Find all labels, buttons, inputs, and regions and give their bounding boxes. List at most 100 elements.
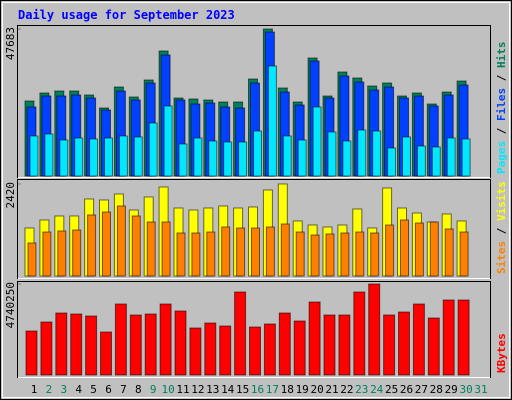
bar <box>282 135 292 177</box>
bar <box>325 233 335 277</box>
bar <box>249 326 261 376</box>
bar <box>412 303 425 376</box>
x-tick-label: 1 <box>31 383 38 396</box>
bar <box>25 330 38 376</box>
bar <box>370 232 380 277</box>
bar <box>402 136 411 177</box>
bar <box>27 242 37 277</box>
x-tick-label: 22 <box>340 383 353 396</box>
x-tick-label: 2 <box>46 383 53 396</box>
bar <box>42 231 52 277</box>
bar <box>221 226 231 277</box>
bar <box>338 314 351 376</box>
bar <box>310 234 320 277</box>
x-tick-label: 27 <box>415 383 428 396</box>
bar <box>223 141 233 177</box>
x-tick-label: 17 <box>266 383 279 396</box>
bar <box>431 146 441 177</box>
x-tick-label: 16 <box>251 383 264 396</box>
bar <box>59 139 69 177</box>
bar <box>178 143 188 177</box>
legend-entry: Hits <box>495 42 508 69</box>
bar <box>353 291 366 376</box>
bar <box>70 313 83 376</box>
x-tick-label: 7 <box>120 383 127 396</box>
legend-entry: Files <box>495 88 508 121</box>
bar <box>414 222 424 277</box>
bar <box>114 303 127 376</box>
x-tick-label: 12 <box>191 383 204 396</box>
bar <box>387 147 397 177</box>
bar <box>219 325 232 376</box>
bar <box>459 231 469 277</box>
bar <box>253 130 262 177</box>
bar <box>461 138 471 177</box>
bar <box>131 215 141 277</box>
x-tick-label: 3 <box>60 383 67 396</box>
bar <box>146 221 156 277</box>
bar <box>40 321 53 376</box>
x-tick-label: 26 <box>400 383 413 396</box>
bar <box>429 221 439 277</box>
x-tick-label: 31 <box>474 383 487 396</box>
bar <box>295 231 305 277</box>
bar <box>293 320 306 376</box>
bar <box>355 231 365 277</box>
bar <box>368 283 381 376</box>
bar <box>312 106 322 177</box>
bar <box>400 219 409 277</box>
x-tick-label: 20 <box>310 383 323 396</box>
x-tick-label: 30 <box>459 383 472 396</box>
legend-entry: Sites <box>495 241 508 274</box>
x-tick-label: 28 <box>430 383 443 396</box>
y-tick-label: 4740250 <box>4 282 17 328</box>
legend-entry: KBytes <box>495 333 508 373</box>
legend-entry: Pages <box>495 141 508 174</box>
legend-separator: / <box>495 68 508 88</box>
bar <box>72 229 82 277</box>
x-tick-label: 24 <box>370 383 384 396</box>
x-tick-label: 25 <box>385 383 398 396</box>
bar <box>416 145 426 177</box>
bar <box>251 227 260 277</box>
x-tick-label: 29 <box>445 383 458 396</box>
bar <box>163 105 173 177</box>
bar <box>204 322 217 376</box>
bar <box>442 299 455 376</box>
bar <box>357 129 367 177</box>
bar <box>323 314 336 376</box>
x-tick-label: 14 <box>221 383 235 396</box>
bar <box>118 135 128 177</box>
bar <box>116 205 126 277</box>
bar <box>372 130 382 177</box>
bar <box>206 231 216 277</box>
bar <box>85 315 98 376</box>
x-tick-label: 18 <box>281 383 294 396</box>
bar <box>297 139 307 177</box>
legend-separator: / <box>495 221 508 241</box>
x-tick-label: 11 <box>176 383 189 396</box>
bar <box>102 211 111 277</box>
x-tick-label: 19 <box>296 383 309 396</box>
bar <box>383 314 396 376</box>
bar <box>159 303 172 376</box>
bar <box>457 299 470 376</box>
bar <box>444 228 454 277</box>
bar <box>278 312 291 376</box>
bar <box>129 314 142 376</box>
bar <box>280 223 290 277</box>
bar <box>308 301 321 376</box>
bar <box>148 122 158 177</box>
x-tick-label: 23 <box>355 383 368 396</box>
x-tick-label: 10 <box>161 383 174 396</box>
bar <box>193 137 203 177</box>
bar <box>74 137 84 177</box>
bar <box>104 137 113 177</box>
x-tick-label: 15 <box>236 383 249 396</box>
bar <box>263 323 276 376</box>
bar <box>427 317 440 376</box>
bar <box>87 214 97 277</box>
bar <box>446 137 456 177</box>
bar <box>342 140 352 177</box>
